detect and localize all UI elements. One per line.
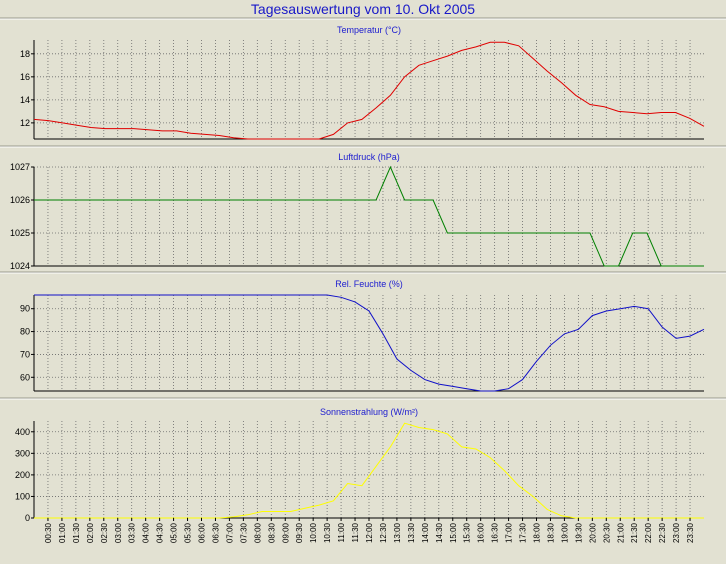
- y-tick-label: 300: [15, 448, 30, 458]
- panel-title: Rel. Feuchte (%): [335, 279, 403, 289]
- panel-title: Sonnenstrahlung (W/m²): [320, 407, 418, 417]
- x-tick-label: 22:30: [658, 522, 667, 543]
- x-tick-label: 11:00: [337, 522, 346, 542]
- series-line: [34, 165, 704, 267]
- x-tick-label: 02:30: [100, 522, 109, 543]
- x-tick-label: 19:00: [560, 522, 569, 543]
- y-tick-label: 1024: [10, 261, 30, 271]
- x-tick-label: 10:30: [323, 522, 332, 543]
- x-tick-label: 05:00: [170, 522, 179, 543]
- y-tick-label: 1025: [10, 228, 30, 238]
- x-tick-label: 13:30: [407, 522, 416, 543]
- x-tick-label: 00:30: [44, 522, 53, 543]
- x-tick-label: 18:00: [533, 522, 542, 543]
- x-tick-label: 07:30: [239, 522, 248, 543]
- y-tick-label: 12: [20, 118, 30, 128]
- y-tick-label: 60: [20, 372, 30, 382]
- x-tick-label: 15:30: [463, 522, 472, 543]
- x-tick-label: 08:00: [253, 522, 262, 543]
- x-tick-label: 17:30: [519, 522, 528, 543]
- x-tick-label: 18:30: [546, 522, 555, 543]
- x-tick-label: 22:00: [644, 522, 653, 543]
- panel-title: Temperatur (°C): [337, 25, 401, 35]
- x-tick-label: 20:00: [588, 522, 597, 543]
- x-tick-label: 21:30: [630, 522, 639, 543]
- y-tick-label: 18: [20, 49, 30, 59]
- y-tick-label: 14: [20, 95, 30, 105]
- series-line: [33, 41, 705, 140]
- x-tick-label: 20:30: [602, 522, 611, 543]
- x-tick-label: 16:30: [491, 522, 500, 543]
- y-tick-label: 1027: [10, 162, 30, 172]
- panel-title: Luftdruck (hPa): [338, 152, 400, 162]
- x-tick-label: 06:00: [198, 522, 207, 543]
- x-tick-label: 01:30: [72, 522, 81, 543]
- y-tick-label: 400: [15, 427, 30, 437]
- x-tick-label: 12:30: [379, 522, 388, 543]
- x-tick-label: 06:30: [211, 522, 220, 543]
- series-line: [34, 422, 704, 519]
- x-tick-label: 07:00: [225, 522, 234, 543]
- x-tick-label: 02:00: [86, 522, 95, 543]
- x-tick-label: 09:00: [281, 522, 290, 543]
- y-tick-label: 80: [20, 327, 30, 337]
- x-tick-label: 14:00: [421, 522, 430, 543]
- x-tick-label: 08:30: [267, 522, 276, 543]
- x-tick-label: 04:00: [142, 522, 151, 543]
- y-tick-label: 1026: [10, 195, 30, 205]
- x-tick-label: 09:30: [295, 522, 304, 543]
- x-tick-label: 10:00: [309, 522, 318, 543]
- main-title: Tagesauswertung vom 10. Okt 2005: [250, 1, 476, 17]
- x-tick-label: 16:00: [477, 522, 486, 543]
- x-tick-label: 15:00: [449, 522, 458, 543]
- x-tick-label: 23:30: [686, 522, 695, 543]
- x-tick-label: 13:00: [393, 522, 402, 543]
- x-tick-label: 01:00: [58, 522, 67, 543]
- y-tick-label: 16: [20, 72, 30, 82]
- y-tick-label: 70: [20, 349, 30, 359]
- x-tick-label: 04:30: [156, 522, 165, 543]
- x-tick-label: 11:30: [351, 522, 360, 542]
- series-line: [34, 294, 705, 392]
- y-tick-label: 200: [15, 470, 30, 480]
- x-tick-label: 14:30: [435, 522, 444, 543]
- x-tick-label: 19:30: [574, 522, 583, 543]
- y-tick-label: 100: [15, 491, 30, 501]
- y-tick-label: 0: [25, 513, 30, 523]
- x-tick-label: 17:00: [505, 522, 514, 543]
- x-tick-label: 05:30: [184, 522, 193, 543]
- y-tick-label: 90: [20, 304, 30, 314]
- x-tick-label: 03:00: [114, 522, 123, 543]
- x-tick-label: 03:30: [128, 522, 137, 543]
- x-tick-label: 21:00: [616, 522, 625, 543]
- x-tick-label: 23:00: [672, 522, 681, 543]
- x-tick-label: 12:00: [365, 522, 374, 543]
